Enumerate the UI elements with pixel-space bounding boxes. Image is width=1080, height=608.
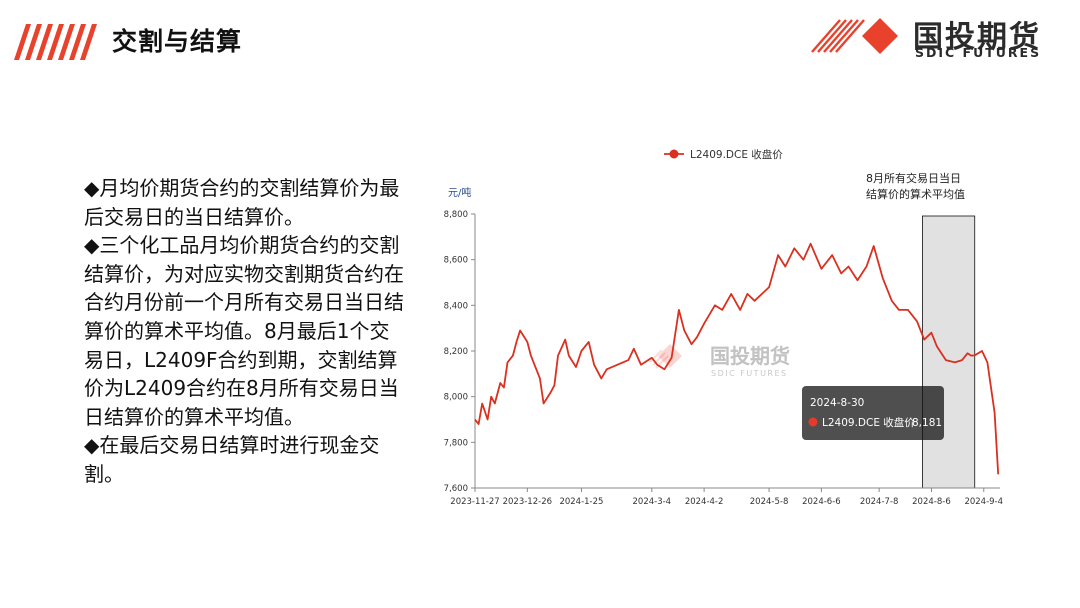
header-stripe	[36, 24, 53, 60]
y-tick-label: 8,400	[444, 301, 468, 311]
bullet-list: ◆月均价期货合约的交割结算价为最后交易日的当日结算价。 ◆三个化工品月均价期货合…	[84, 174, 404, 489]
legend-marker	[669, 149, 679, 159]
header-stripe	[14, 24, 31, 60]
highlight-annotation-line-2: 结算价的算术平均值	[866, 187, 965, 201]
highlight-annotation-line-1: 8月所有交易日当日	[866, 171, 961, 185]
series-line-l2409	[474, 242, 1000, 475]
bullet-item: ◆月均价期货合约的交割结算价为最后交易日的当日结算价。	[84, 176, 400, 229]
y-tick-label: 7,800	[444, 438, 468, 448]
page-title: 交割与结算	[112, 27, 243, 56]
chart-watermark: 国投期货 SDIC FUTURES	[649, 344, 790, 378]
legend[interactable]: L2409.DCE 收盘价	[664, 148, 783, 161]
logo-stripe	[829, 19, 859, 53]
logo-stripe	[811, 19, 841, 53]
header-stripe	[47, 24, 64, 60]
bullet-item: ◆在最后交易日结算时进行现金交割。	[84, 433, 380, 486]
logo-name-cn: 国投期货	[913, 20, 1041, 55]
price-chart: 7,600 7,800 8,000 8,200 8,400 8,600 8,800 2023…	[444, 148, 1003, 507]
y-tick-label: 8,800	[444, 210, 468, 220]
tooltip-marker	[808, 417, 818, 427]
x-tick-label: 2023-12-26	[503, 497, 552, 507]
x-tick-label: 2024-9-4	[964, 497, 1003, 507]
x-tick-label: 2024-3-4	[633, 497, 672, 507]
logo-diamond	[862, 18, 898, 54]
y-tick-label: 8,200	[444, 347, 468, 357]
x-tick-label: 2024-6-6	[802, 497, 841, 507]
x-tick-label: 2024-8-6	[912, 497, 951, 507]
sdic-logo-icon	[811, 18, 898, 54]
header-stripe	[69, 24, 86, 60]
logo-name-en: SDIC FUTURES	[915, 45, 1042, 60]
x-tick-label: 2024-4-2	[685, 497, 724, 507]
y-axis-label: 元/吨	[448, 186, 471, 199]
tooltip-series-name: L2409.DCE 收盘价	[822, 416, 915, 429]
logo-stripe	[835, 19, 865, 53]
header-stripe	[25, 24, 42, 60]
y-tick-label: 8,000	[444, 393, 468, 403]
tooltip-value: 8,181	[912, 417, 942, 429]
logo-stripe	[823, 19, 853, 53]
y-tick-label: 7,600	[444, 484, 468, 494]
tooltip-box	[802, 386, 944, 440]
logo-stripe	[817, 19, 847, 53]
x-tick-label: 2024-1-25	[559, 497, 603, 507]
highlight-band	[922, 215, 976, 489]
y-tick-label: 8,600	[444, 256, 468, 266]
bullet-item: ◆三个化工品月均价期货合约的交割结算价，为对应实物交割期货合约在合约月份前一个月…	[84, 233, 404, 429]
legend-label: L2409.DCE 收盘价	[690, 148, 783, 161]
watermark-text-en: SDIC FUTURES	[711, 369, 788, 378]
x-tick-label: 2024-5-8	[750, 497, 789, 507]
header-stripes-icon	[14, 24, 97, 60]
x-tick-label: 2023-11-27	[450, 497, 499, 507]
tooltip-date: 2024-8-30	[810, 397, 864, 409]
header-stripe	[80, 24, 97, 60]
x-tick-label: 2024-7-8	[860, 497, 899, 507]
header-stripe	[58, 24, 75, 60]
watermark-text: 国投期货	[710, 344, 790, 368]
tooltip: 2024-8-30 L2409.DCE 收盘价 8,181	[802, 386, 944, 440]
